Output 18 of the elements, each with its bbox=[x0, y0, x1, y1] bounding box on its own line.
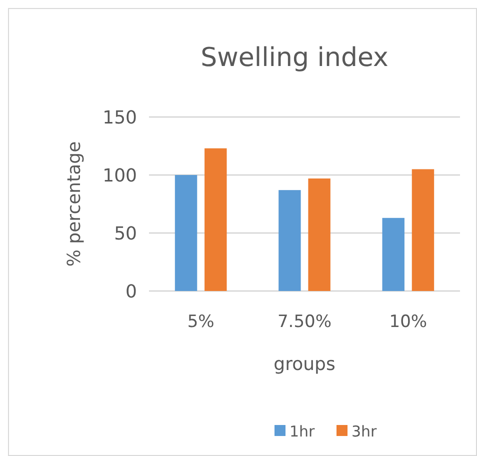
y-tick-label: 50 bbox=[114, 223, 137, 244]
bar bbox=[412, 169, 434, 291]
bar bbox=[204, 148, 227, 291]
legend-label: 1hr bbox=[290, 422, 316, 440]
y-tick-label: 100 bbox=[102, 165, 137, 186]
bar bbox=[174, 175, 198, 291]
legend-label: 3hr bbox=[352, 422, 378, 440]
bar bbox=[278, 190, 301, 291]
x-tick-label: 10% bbox=[389, 312, 428, 332]
chart-title: Swelling index bbox=[200, 43, 388, 73]
y-tick-label: 150 bbox=[102, 107, 137, 128]
bar bbox=[308, 178, 330, 291]
y-axis-title: % percentage bbox=[64, 141, 85, 267]
y-tick-label: 0 bbox=[126, 281, 137, 302]
x-tick-label: 5% bbox=[187, 312, 214, 332]
x-tick-label: 7.50% bbox=[277, 312, 332, 332]
x-axis-title: groups bbox=[274, 354, 336, 375]
bar bbox=[382, 218, 404, 291]
